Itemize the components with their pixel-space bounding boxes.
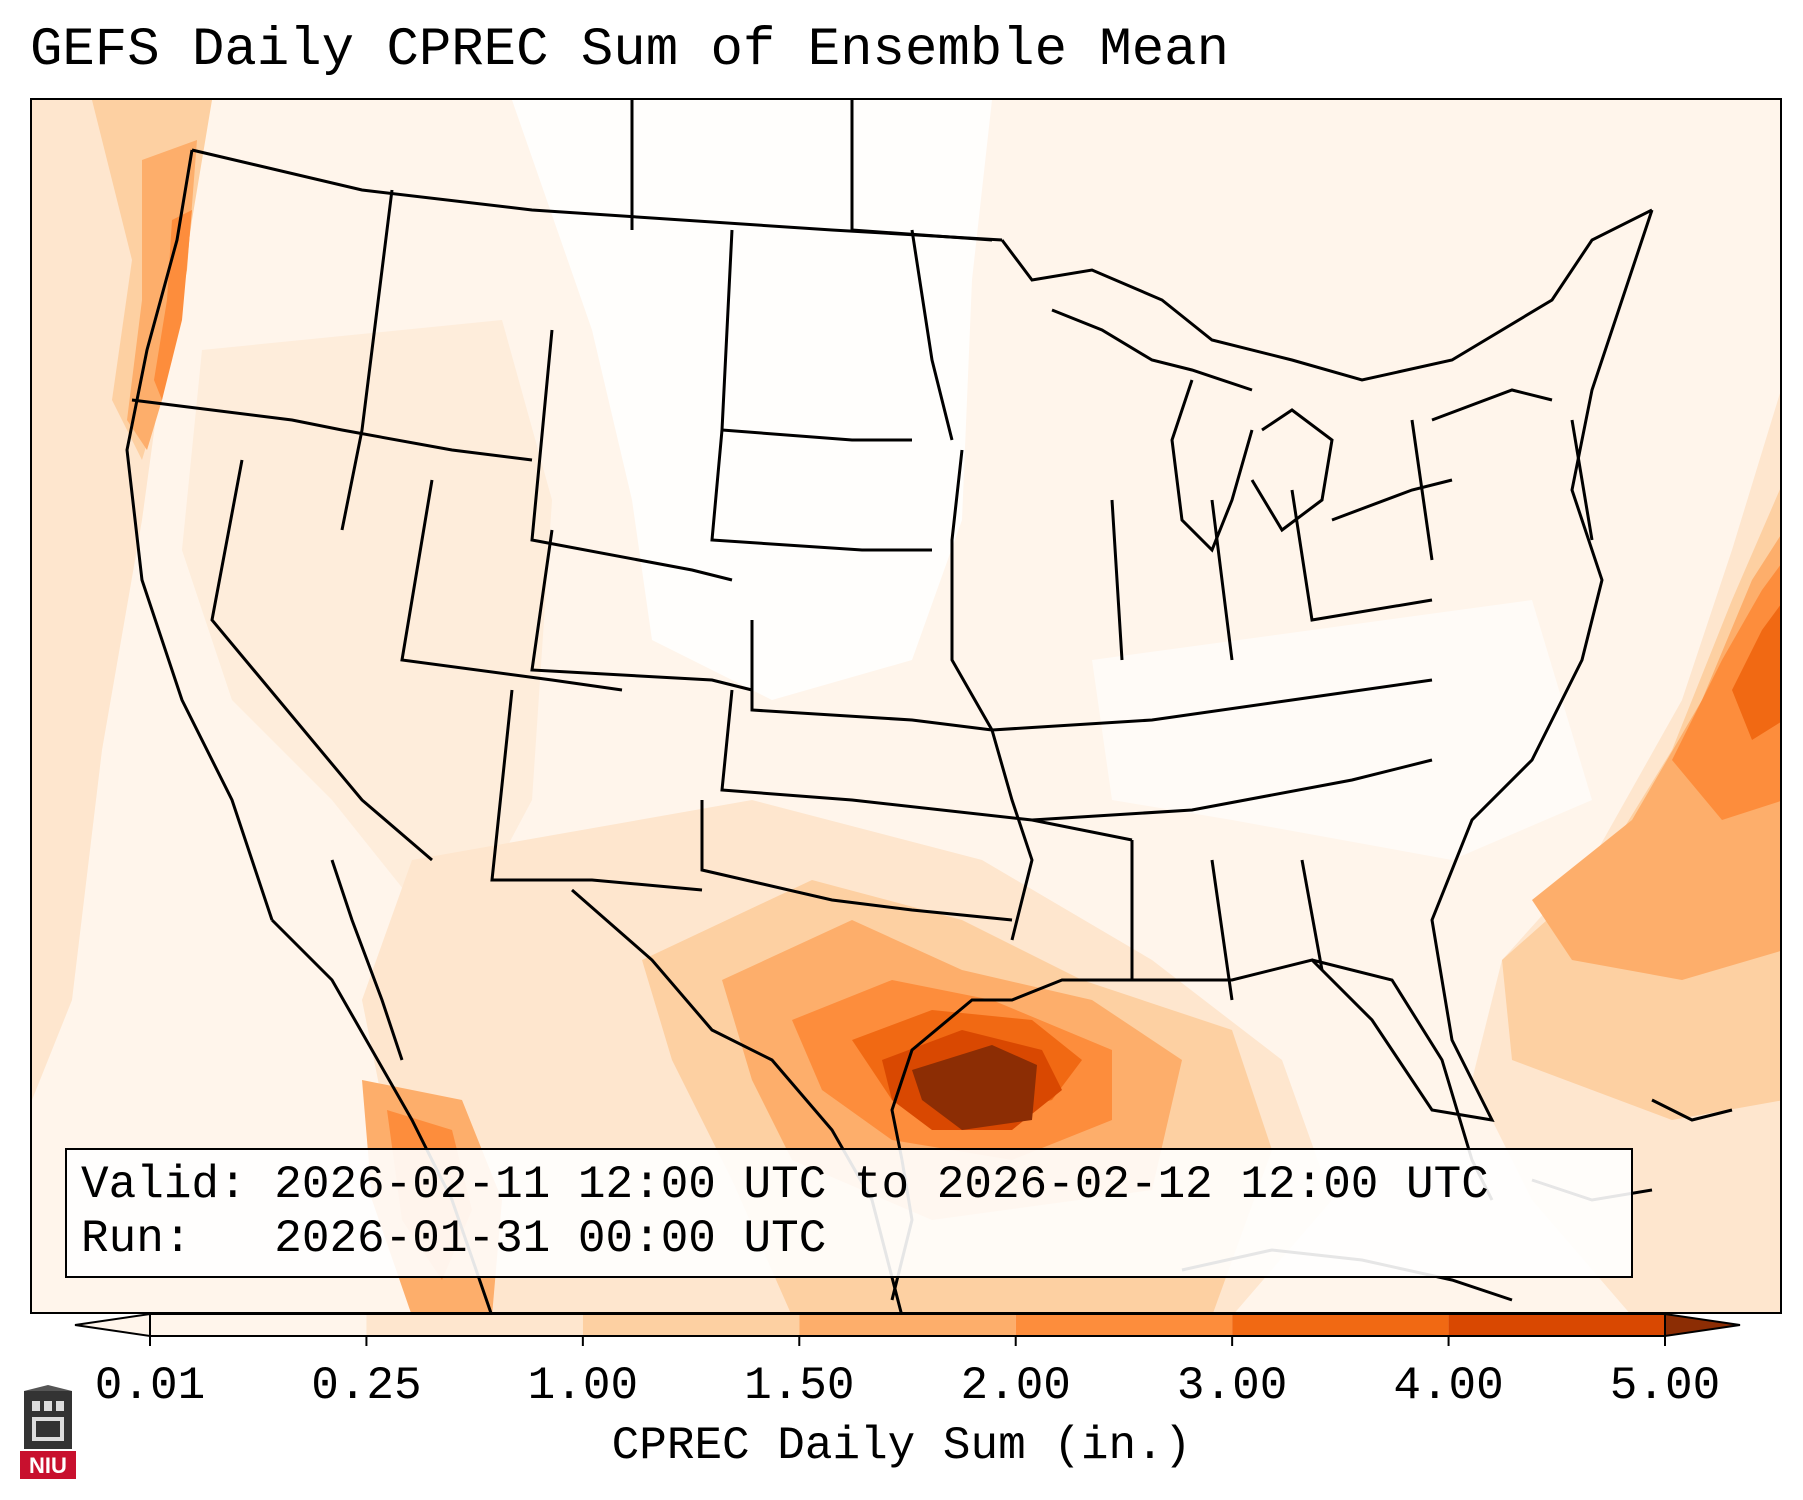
map-canvas	[32, 100, 1780, 1312]
colorbar-label: CPREC Daily Sum (in.)	[611, 1420, 1192, 1472]
colorbar-segment	[1232, 1314, 1449, 1336]
map-title: GEFS Daily CPREC Sum of Ensemble Mean	[30, 20, 1229, 81]
valid-run-info-box: Valid: 2026-02-11 12:00 UTC to 2026-02-1…	[65, 1148, 1633, 1278]
colorbar-extend-high	[1664, 1312, 1741, 1338]
svg-text:NIU: NIU	[29, 1453, 67, 1478]
run-time-text: Run: 2026-01-31 00:00 UTC	[81, 1213, 827, 1265]
colorbar-tick-label: 1.00	[527, 1360, 639, 1412]
colorbar-tick-label: 5.00	[1609, 1360, 1721, 1412]
colorbar-tick-label: 0.25	[311, 1360, 422, 1412]
colorbar-tick-label: 0.01	[94, 1360, 206, 1412]
colorbar-tick-label: 1.50	[744, 1360, 855, 1412]
precip-shading	[32, 100, 1780, 1312]
precipitation-map	[30, 98, 1782, 1314]
valid-time-text: Valid: 2026-02-11 12:00 UTC to 2026-02-1…	[81, 1159, 1489, 1211]
colorbar-extend-low	[74, 1312, 151, 1338]
colorbar-segment	[582, 1314, 800, 1336]
colorbar-tick-label: 3.00	[1176, 1360, 1288, 1412]
colorbar-segment	[366, 1314, 583, 1336]
colorbar-segment	[799, 1314, 1016, 1336]
colorbar-segment	[1448, 1314, 1665, 1336]
colorbar-tick-label: 4.00	[1393, 1360, 1504, 1412]
colorbar-segment	[1015, 1314, 1233, 1336]
niu-logo-icon: NIU	[20, 1385, 76, 1479]
colorbar-segment	[150, 1314, 367, 1336]
colorbar-tick-label: 2.00	[960, 1360, 1071, 1412]
colorbar	[74, 1312, 1741, 1346]
